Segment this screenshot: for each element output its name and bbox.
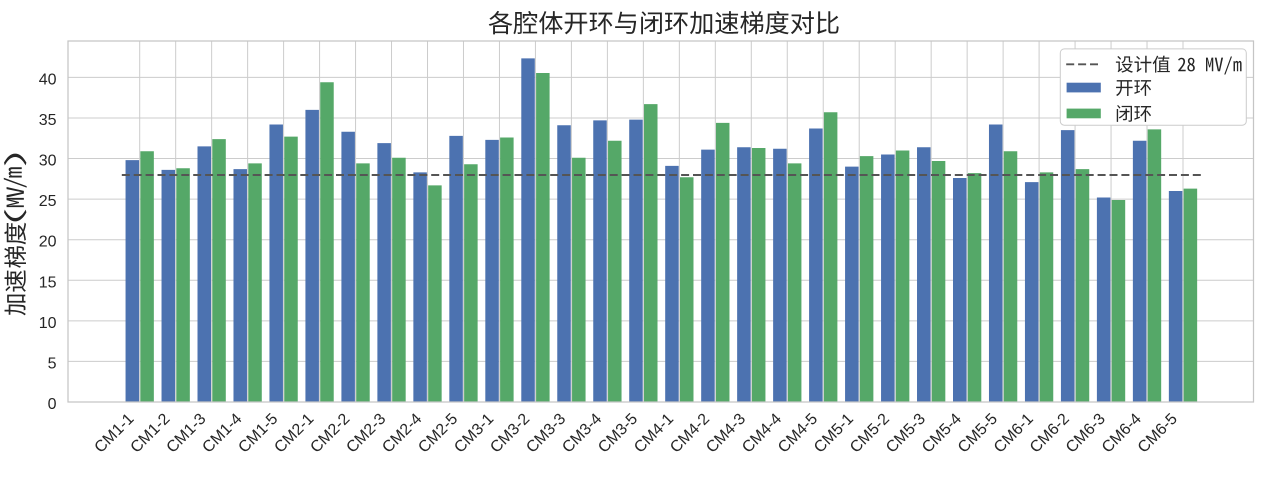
svg-text:5: 5 <box>48 355 57 372</box>
svg-text:10: 10 <box>39 315 57 332</box>
svg-text:25: 25 <box>39 193 57 210</box>
svg-text:40: 40 <box>39 71 57 88</box>
svg-text:35: 35 <box>39 112 57 129</box>
svg-text:15: 15 <box>39 274 57 291</box>
svg-text:20: 20 <box>39 234 57 251</box>
svg-text:0: 0 <box>48 396 57 413</box>
svg-text:30: 30 <box>39 153 57 170</box>
